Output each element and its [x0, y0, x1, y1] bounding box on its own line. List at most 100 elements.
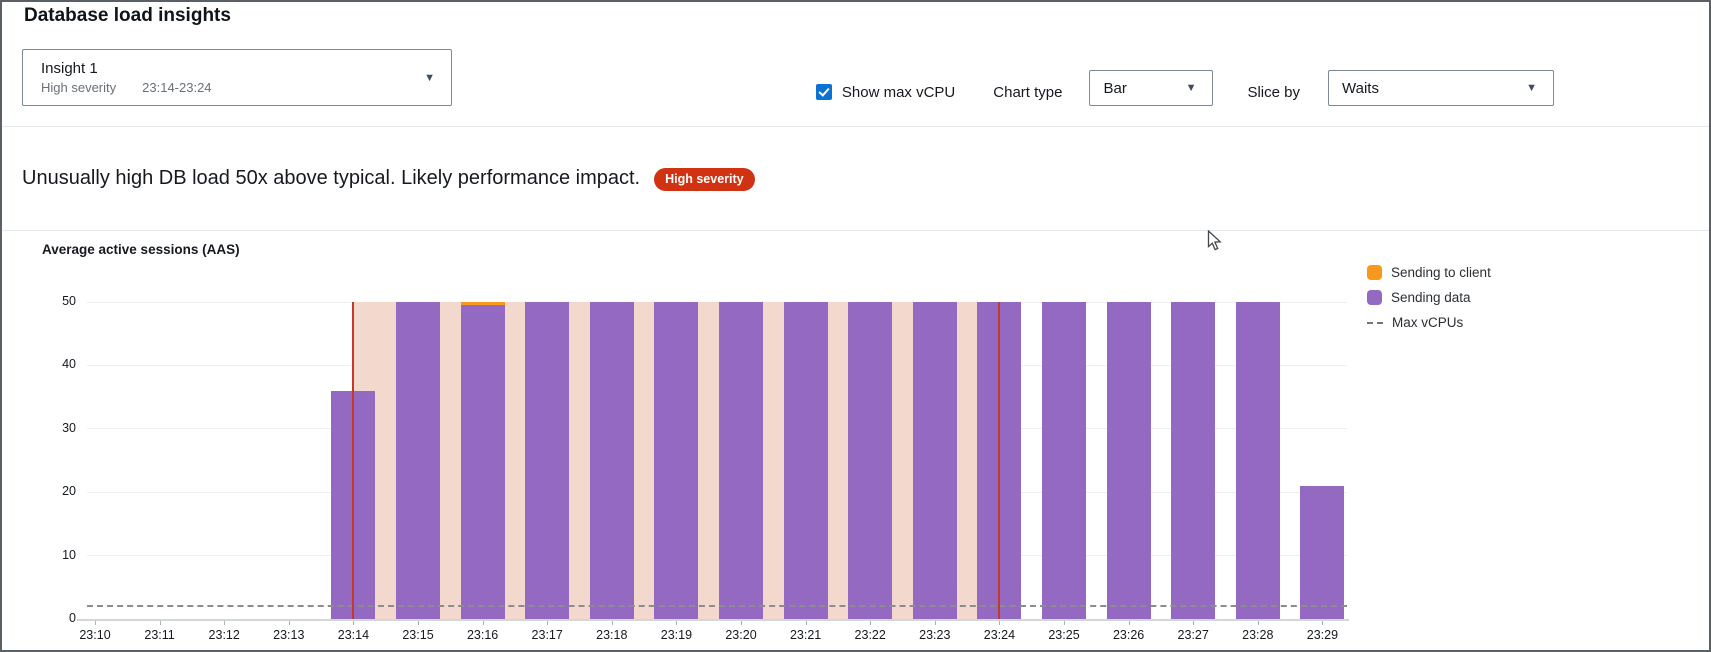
bar-23:16-sending-to-client[interactable] [460, 302, 505, 306]
x-axis-tick [418, 621, 419, 625]
max-vcpus-dash-swatch [1367, 321, 1383, 324]
x-axis-label: 23:23 [919, 628, 951, 642]
x-axis-label: 23:15 [402, 628, 434, 642]
insight-severity: High severity [41, 79, 117, 95]
insight-boundary-line-end [998, 302, 1001, 619]
chart-type-value: Bar [1103, 79, 1127, 97]
x-axis-tick [288, 621, 290, 625]
chevron-down-icon: ▼ [424, 71, 435, 84]
page-title: Database load insights [24, 5, 231, 26]
chart-controls: Show max vCPU Chart type Bar ▼ Slice by … [815, 70, 1554, 106]
bar-23:27-sending-data[interactable] [1171, 302, 1216, 619]
x-axis-label: 23:18 [596, 628, 628, 642]
chart-type-select[interactable]: Bar ▼ [1089, 70, 1214, 106]
insight-message: Unusually high DB load 50x above typical… [22, 167, 641, 189]
y-axis-label: 10 [62, 547, 76, 562]
legend-label: Max vCPUs [1392, 315, 1464, 330]
chevron-down-icon: ▼ [1526, 82, 1537, 94]
bar-23:21-sending-data[interactable] [783, 302, 828, 619]
bar-23:26-sending-data[interactable] [1106, 302, 1151, 619]
bar-23:25-sending-data[interactable] [1042, 302, 1086, 619]
x-axis-tick [934, 621, 936, 625]
x-axis-label: 23:20 [725, 628, 757, 642]
y-axis-label: 20 [62, 484, 76, 499]
insight-dropdown[interactable]: Insight 1 High severity 23:14-23:24 ▼ [22, 49, 452, 106]
bar-23:28-sending-data[interactable] [1235, 302, 1280, 619]
x-axis-tick [224, 621, 226, 625]
slice-by-value: Waits [1342, 79, 1379, 97]
sending-to-client-swatch [1367, 265, 1382, 280]
y-axis-label: 0 [69, 611, 76, 625]
x-axis-label: 23:27 [1177, 628, 1209, 642]
x-axis-tick [353, 621, 355, 625]
chevron-down-icon: ▼ [1185, 82, 1197, 94]
x-axis-tick [999, 621, 1001, 625]
x-axis-tick [676, 621, 678, 625]
insight-time-range: 23:14-23:24 [142, 79, 212, 95]
show-max-vcpu-checkbox[interactable] [815, 84, 832, 100]
x-axis-tick [482, 621, 484, 625]
x-axis-tick [1128, 621, 1130, 625]
header-divider [2, 126, 1709, 127]
x-axis-label: 23:22 [854, 628, 886, 642]
x-axis-label: 23:16 [466, 628, 499, 642]
x-axis-label: 23:19 [660, 628, 693, 642]
sending-data-swatch [1367, 290, 1382, 305]
max-vcpus-line [87, 605, 1347, 608]
bar-23:18-sending-data[interactable] [589, 302, 634, 619]
aas-chart: Average active sessions (AAS) 0 10 20 30 40 5… [2, 231, 1709, 650]
x-axis-tick [870, 621, 872, 625]
x-axis-label: 23:11 [144, 628, 175, 642]
bar-23:23-sending-data[interactable] [912, 302, 957, 619]
x-axis-tick [1193, 621, 1195, 625]
mouse-cursor-icon [1207, 230, 1222, 251]
x-axis-label: 23:14 [337, 628, 370, 642]
high-severity-badge: High severity [654, 168, 755, 191]
x-axis-label: 23:12 [208, 628, 240, 642]
message-divider [2, 230, 1709, 231]
insight-dropdown-value: Insight 1 [41, 59, 98, 77]
y-axis-label: 50 [62, 294, 76, 308]
x-axis-tick [159, 621, 161, 625]
x-axis-label: 23:26 [1112, 628, 1145, 642]
chart-title: Average active sessions (AAS) [42, 242, 240, 257]
chart-type-label: Chart type [993, 83, 1063, 101]
legend-item-max-vcpus[interactable]: Max vCPUs [1367, 314, 1491, 331]
x-axis-tick [611, 621, 613, 625]
insight-boundary-line-start [352, 302, 355, 619]
bar-23:22-sending-data[interactable] [848, 302, 893, 619]
legend-item-sending-data[interactable]: Sending data [1367, 289, 1491, 306]
x-axis-tick [1064, 621, 1065, 625]
slice-by-select[interactable]: Waits ▼ [1328, 70, 1554, 106]
x-axis-label: 23:13 [273, 628, 305, 642]
insight-message-row: Unusually high DB load 50x above typical… [22, 127, 755, 230]
x-axis-tick [95, 621, 96, 625]
bar-23:15-sending-data[interactable] [396, 302, 440, 619]
chart-plot-area[interactable] [87, 301, 1347, 619]
x-axis-label: 23:25 [1048, 628, 1080, 642]
x-axis-line [77, 619, 1349, 621]
show-max-vcpu-label: Show max vCPU [841, 83, 956, 101]
y-axis-label: 30 [62, 420, 76, 435]
x-axis-tick [1322, 621, 1324, 625]
x-axis-label: 23:28 [1242, 628, 1274, 642]
x-axis-label: 23:10 [79, 628, 111, 642]
legend-label: Sending data [1391, 290, 1471, 305]
bar-23:19-sending-data[interactable] [654, 302, 699, 619]
bar-23:20-sending-data[interactable] [719, 302, 763, 619]
x-axis-label: 23:21 [789, 628, 822, 642]
x-axis-tick [547, 621, 549, 625]
x-axis-label: 23:29 [1306, 628, 1339, 642]
bar-23:17-sending-data[interactable] [525, 302, 570, 619]
x-axis-tick [1257, 621, 1259, 625]
legend-label: Sending to client [1391, 265, 1491, 280]
x-axis-label: 23:24 [983, 628, 1016, 642]
bar-23:29-sending-data[interactable] [1300, 485, 1345, 619]
bar-23:16-sending-data[interactable] [460, 305, 505, 619]
chart-legend: Sending to client Sending data Max vCPUs [1367, 264, 1491, 339]
x-axis-tick [805, 621, 807, 625]
slice-by-label: Slice by [1247, 83, 1300, 101]
y-axis-label: 40 [62, 357, 76, 372]
legend-item-sending-to-client[interactable]: Sending to client [1367, 264, 1491, 281]
